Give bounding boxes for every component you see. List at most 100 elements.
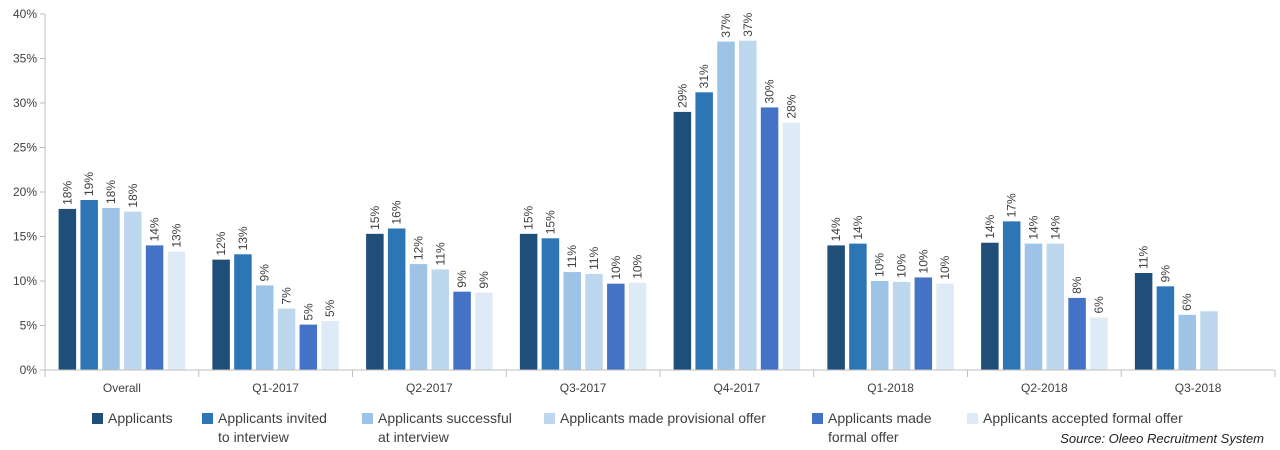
data-label: 28% — [784, 94, 798, 118]
bar — [387, 228, 406, 370]
data-label: 10% — [916, 249, 930, 273]
bar — [1002, 221, 1021, 370]
y-tick-label: 15% — [13, 230, 37, 244]
y-tick-label: 40% — [13, 7, 37, 21]
bar — [981, 242, 999, 370]
data-label: 17% — [1005, 193, 1019, 217]
data-label: 14% — [1048, 215, 1062, 239]
y-tick-label: 25% — [13, 141, 37, 155]
bar — [1156, 286, 1175, 370]
bar — [607, 283, 625, 370]
data-label: 5% — [323, 299, 337, 317]
data-label: 13% — [236, 226, 250, 250]
data-label: 12% — [411, 236, 425, 260]
y-tick-label: 35% — [13, 52, 37, 66]
legend-label: Applicants invited to interview — [218, 410, 327, 445]
y-tick-label: 0% — [20, 363, 38, 377]
bar — [541, 238, 560, 370]
bar — [563, 272, 581, 370]
bar — [212, 259, 230, 370]
bar — [234, 254, 252, 370]
data-label: 5% — [301, 303, 315, 321]
data-label: 9% — [455, 270, 469, 288]
legend-item-applicants: Applicants — [92, 409, 173, 428]
legend-item-formal: Applicants made formal offer — [812, 409, 932, 447]
legend-item-accepted: Applicants accepted formal offer — [967, 409, 1183, 428]
bar — [892, 281, 911, 370]
x-axis: Overall Q1-2017 Q2-2017 Q3-2017 Q4-2017 Q1-20… — [44, 369, 1276, 395]
data-label: 31% — [697, 64, 711, 88]
data-label: 14% — [1026, 215, 1040, 239]
legend-item-provisional: Applicants made provisional offer — [544, 409, 766, 428]
bar — [936, 283, 954, 370]
legend-swatch — [967, 413, 978, 424]
data-label: 9% — [477, 271, 491, 289]
bar — [1024, 243, 1043, 370]
legend-label: Applicants accepted formal offer — [983, 410, 1183, 426]
data-label: 8% — [1070, 276, 1084, 294]
bar — [321, 321, 339, 370]
bar — [255, 285, 274, 370]
bar — [1046, 243, 1065, 370]
bar — [914, 277, 933, 370]
bar — [1090, 317, 1108, 370]
source-note: Source: Oleeo Recruitment System — [1060, 431, 1264, 446]
bar — [366, 233, 384, 370]
bars — [58, 40, 1218, 371]
data-label: 15% — [368, 205, 382, 229]
bar — [695, 92, 713, 370]
data-label: 9% — [258, 264, 272, 282]
bar — [167, 251, 186, 370]
x-tick-label: Q3-2018 — [1175, 381, 1222, 395]
bar — [124, 211, 142, 370]
data-label: 14% — [148, 217, 162, 241]
legend-swatch — [202, 413, 213, 424]
data-label: 29% — [675, 84, 689, 108]
legend-swatch — [362, 413, 373, 424]
bar — [739, 40, 757, 370]
bar-chart: 0% 5% 10% 15% 20% 25% 30% 35% 40% 18% 19% 18% 18% 14… — [13, 7, 1276, 395]
data-label: 10% — [631, 254, 645, 278]
data-label: 37% — [719, 13, 733, 37]
bar — [80, 200, 98, 370]
data-label: 14% — [829, 217, 843, 241]
bar — [1134, 272, 1153, 370]
legend-label: Applicants made formal offer — [828, 410, 932, 445]
legend-swatch — [92, 413, 103, 424]
bar — [1178, 314, 1196, 370]
x-tick-label: Q3-2017 — [560, 381, 607, 395]
bar — [145, 245, 164, 370]
data-label: 7% — [280, 287, 294, 305]
data-label: 14% — [983, 214, 997, 238]
data-label: 11% — [565, 245, 579, 268]
data-label: 37% — [741, 12, 755, 36]
legend: Applicants Applicants invited to intervi… — [92, 409, 1222, 449]
legend-swatch — [544, 413, 555, 424]
bar — [827, 245, 845, 370]
legend-swatch — [812, 413, 823, 424]
data-label: 15% — [543, 210, 557, 234]
data-label: 9% — [1158, 265, 1172, 283]
bar — [519, 233, 538, 370]
bar — [849, 243, 867, 370]
data-label: 10% — [609, 255, 623, 279]
bar — [431, 269, 450, 370]
data-label: 11% — [1137, 246, 1151, 269]
bar — [409, 264, 428, 370]
legend-item-successful: Applicants successful at interview — [362, 409, 512, 447]
bar — [585, 273, 603, 370]
data-label: 16% — [390, 200, 404, 224]
y-tick-label: 10% — [13, 274, 37, 288]
y-tick-label: 5% — [20, 319, 38, 333]
bar — [717, 41, 735, 371]
data-label: 10% — [895, 254, 909, 278]
data-label: 11% — [587, 246, 601, 269]
data-label: 11% — [433, 242, 447, 265]
data-label: 10% — [938, 255, 952, 279]
bar — [58, 208, 77, 370]
data-label: 12% — [214, 231, 228, 255]
data-label: 6% — [1180, 293, 1194, 311]
x-tick-label: Q2-2017 — [406, 381, 453, 395]
data-label: 10% — [873, 253, 887, 277]
bar — [1200, 311, 1218, 370]
